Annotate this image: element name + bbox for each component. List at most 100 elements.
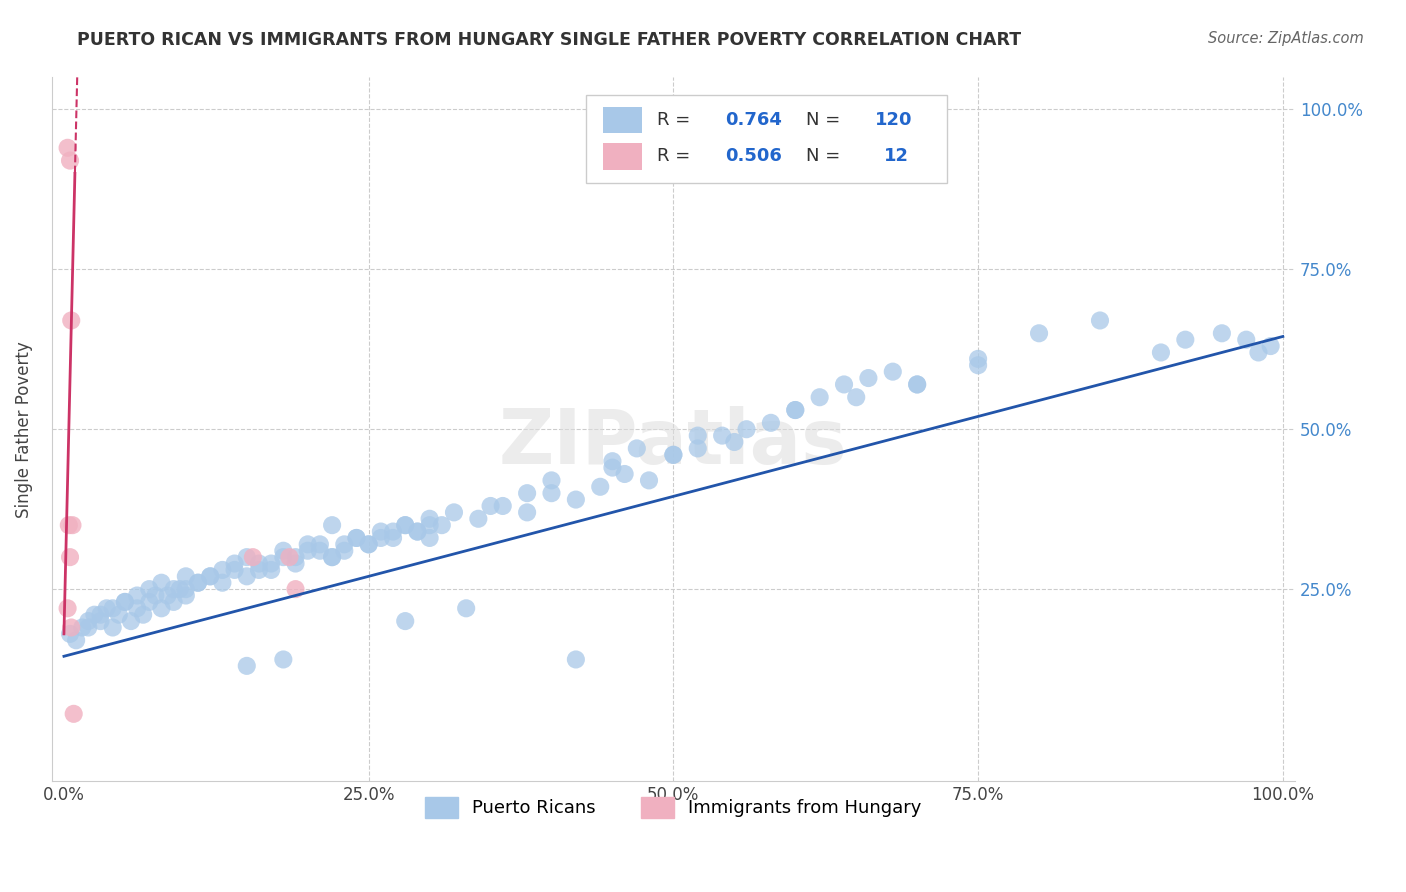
Point (101, 601, 124, 615)
Point (1260, 339, 1282, 353)
Text: 12: 12 (883, 147, 908, 165)
Point (905, 377, 928, 392)
Point (565, 652, 588, 666)
Point (59, 550, 82, 565)
Point (174, 589, 197, 603)
Point (83, 607, 105, 622)
Point (638, 474, 661, 488)
Point (273, 652, 295, 666)
Point (1174, 333, 1197, 347)
Point (845, 390, 868, 404)
Point (785, 403, 807, 417)
Point (224, 557, 246, 571)
Point (162, 595, 184, 609)
Point (602, 460, 624, 475)
Point (200, 569, 222, 583)
Point (808, 390, 831, 404)
Point (540, 474, 562, 488)
Point (467, 512, 489, 526)
Point (70, 620, 93, 634)
Point (479, 499, 502, 513)
Point (832, 377, 855, 392)
Point (785, 403, 807, 417)
Point (1028, 326, 1050, 341)
Point (174, 569, 197, 583)
Point (242, 550, 264, 565)
Point (174, 582, 197, 596)
Point (125, 601, 148, 615)
Text: N =: N = (807, 111, 841, 129)
Point (662, 448, 685, 462)
Point (96, 601, 118, 615)
Point (56, 141, 79, 155)
Point (211, 563, 233, 577)
Point (284, 582, 307, 596)
Point (1150, 345, 1173, 359)
Point (406, 524, 429, 539)
Point (309, 537, 332, 551)
Point (156, 589, 179, 603)
Point (394, 518, 416, 533)
Point (278, 550, 301, 565)
Point (114, 595, 136, 609)
Point (89, 614, 111, 628)
Point (346, 531, 368, 545)
Legend: Puerto Ricans, Immigrants from Hungary: Puerto Ricans, Immigrants from Hungary (418, 789, 928, 825)
Point (333, 537, 356, 551)
Point (686, 442, 709, 456)
Point (516, 505, 538, 519)
Point (540, 486, 562, 500)
Point (905, 377, 928, 392)
Point (59, 153, 82, 168)
Text: PUERTO RICAN VS IMMIGRANTS FROM HUNGARY SINGLE FATHER POVERTY CORRELATION CHART: PUERTO RICAN VS IMMIGRANTS FROM HUNGARY … (77, 31, 1021, 49)
Point (357, 537, 380, 551)
Point (382, 524, 405, 539)
Text: ZIPatlas: ZIPatlas (499, 406, 848, 480)
Point (101, 620, 124, 634)
FancyBboxPatch shape (586, 95, 946, 183)
Point (125, 589, 148, 603)
Point (967, 351, 990, 366)
Point (273, 543, 295, 558)
Point (321, 550, 343, 565)
Point (492, 499, 515, 513)
Point (187, 575, 209, 590)
Text: 0.764: 0.764 (725, 111, 783, 129)
Point (162, 582, 184, 596)
Point (297, 537, 319, 551)
Text: Source: ZipAtlas.com: Source: ZipAtlas.com (1208, 31, 1364, 46)
Point (236, 569, 259, 583)
Point (430, 518, 453, 533)
Point (260, 557, 283, 571)
Point (370, 531, 392, 545)
Point (247, 557, 270, 571)
Point (346, 531, 368, 545)
Point (394, 518, 416, 533)
Point (58, 518, 80, 533)
Point (120, 614, 142, 628)
Point (77, 614, 100, 628)
Y-axis label: Single Father Poverty: Single Father Poverty (15, 341, 32, 517)
Point (224, 563, 246, 577)
Point (132, 607, 155, 622)
Point (143, 589, 166, 603)
Point (284, 557, 307, 571)
Point (419, 512, 441, 526)
Point (662, 448, 685, 462)
Point (284, 550, 307, 565)
Point (62, 706, 84, 721)
Point (114, 595, 136, 609)
Point (882, 365, 904, 379)
Point (200, 569, 222, 583)
Point (56, 601, 79, 615)
Point (169, 582, 191, 596)
Point (309, 543, 332, 558)
Point (211, 575, 233, 590)
Text: R =: R = (657, 147, 696, 165)
Point (419, 518, 441, 533)
Point (247, 563, 270, 577)
Point (62, 518, 84, 533)
Point (65, 633, 87, 648)
Point (150, 575, 173, 590)
Text: 0.506: 0.506 (725, 147, 783, 165)
